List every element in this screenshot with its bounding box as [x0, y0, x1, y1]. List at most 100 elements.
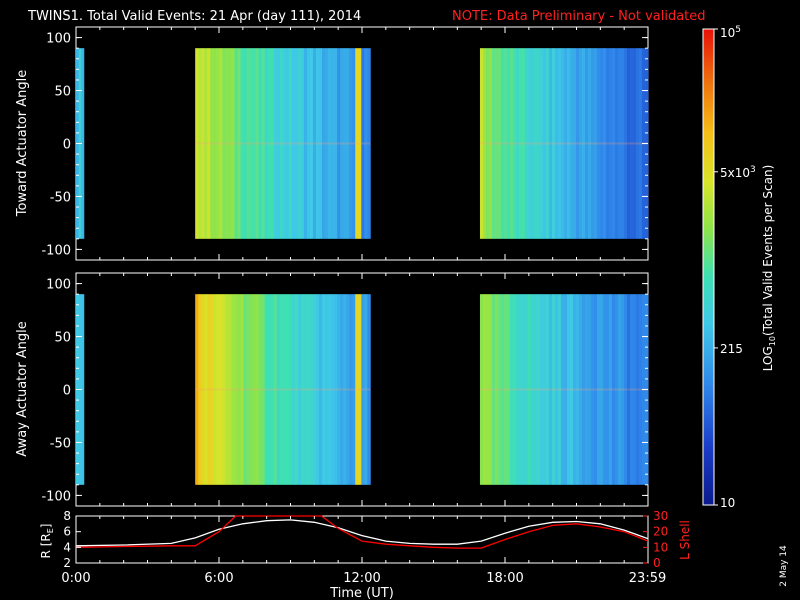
heatmap-column [216, 48, 220, 239]
heatmap-column [503, 48, 508, 239]
heatmap-column [494, 48, 499, 239]
heatmap-column [615, 294, 619, 485]
zero-angle-streak [195, 388, 371, 391]
heatmap-column [337, 48, 341, 239]
heatmap-column [636, 294, 640, 485]
heatmap-column [210, 48, 214, 239]
heatmap-column [578, 48, 583, 239]
heatmap-column [530, 48, 535, 239]
heatmap-column [361, 48, 365, 239]
orbit-left-ylabel: R [RE] [39, 524, 55, 559]
heatmap-column [328, 48, 332, 239]
heatmap-column [524, 294, 529, 485]
heatmap-column [297, 294, 302, 485]
colorbar-tick-label: 10 [720, 496, 735, 510]
heatmap-column [306, 294, 311, 485]
heatmap-column [255, 48, 259, 239]
heatmap-column [325, 294, 329, 485]
heatmap-column [500, 48, 505, 239]
heatmap-column [602, 48, 607, 239]
heatmap-column [488, 48, 493, 239]
heatmap-column [237, 294, 241, 485]
heatmap-column [243, 48, 247, 239]
heatmap-column [512, 294, 517, 485]
heatmap-column [624, 294, 628, 485]
heatmap-column [611, 294, 616, 485]
heatmap-column [228, 48, 232, 239]
heatmap-column [282, 48, 287, 239]
heatmap-column [367, 294, 371, 485]
toward-panel: 100 50 0 -50 -100 Toward Actuator Angle [15, 26, 649, 261]
heatmap-column [500, 294, 505, 485]
heatmap-column [270, 48, 275, 239]
heatmap-column [294, 48, 299, 239]
heatmap-column [633, 294, 637, 485]
heatmap-column [349, 294, 353, 485]
heatmap-column [572, 294, 577, 485]
heatmap-column [575, 48, 580, 239]
heatmap-column [201, 48, 205, 239]
heatmap-column [618, 48, 622, 239]
heatmap-column [548, 294, 553, 485]
heatmap-column [575, 294, 580, 485]
heatmap-column [497, 48, 502, 239]
heatmap-column [533, 294, 538, 485]
heatmap-column [355, 48, 359, 239]
heatmap-column [312, 48, 317, 239]
chart-title: TWINS1. Total Valid Events: 21 Apr (day … [27, 9, 361, 24]
right-tick-label: 0 [653, 556, 661, 570]
heatmap-column [479, 294, 484, 485]
heatmap-column [285, 48, 290, 239]
heatmap-column [566, 294, 571, 485]
orbit-right-ylabel: L Shell [678, 520, 692, 560]
heatmap-column [639, 48, 643, 239]
heatmap-column [331, 48, 335, 239]
heatmap-column [213, 294, 217, 485]
heatmap-column [608, 294, 613, 485]
heatmap-column [630, 294, 634, 485]
heatmap-column [279, 48, 284, 239]
x-tick-label: 23:59 [629, 571, 666, 586]
heatmap-column [240, 294, 244, 485]
right-tick-label: 10 [653, 540, 668, 554]
heatmap-column [587, 48, 592, 239]
heatmap-column [569, 48, 574, 239]
heatmap-column [542, 48, 547, 239]
heatmap-column [222, 48, 226, 239]
heatmap-column [231, 48, 235, 239]
heatmap-column [334, 294, 338, 485]
heatmap-column [264, 48, 269, 239]
heatmap-column [201, 294, 205, 485]
x-axis-label: Time (UT) [329, 586, 394, 600]
heatmap-column [596, 48, 601, 239]
left-tick-label: 6 [63, 525, 71, 539]
y-tick-label: -50 [50, 190, 71, 205]
heatmap-column [81, 294, 85, 485]
heatmap-column [358, 294, 362, 485]
x-tick-label: 0:00 [61, 571, 90, 586]
heatmap-column [291, 48, 296, 239]
heatmap-column [494, 294, 499, 485]
heatmap-column [506, 294, 511, 485]
heatmap-column [322, 294, 326, 485]
heatmap-column [557, 48, 562, 239]
heatmap-column [213, 48, 217, 239]
y-tick-label: 50 [54, 85, 71, 100]
heatmap-column [267, 48, 272, 239]
heatmap-column [518, 294, 523, 485]
heatmap-column [587, 294, 592, 485]
heatmap-column [627, 294, 631, 485]
x-tick-label: 12:00 [343, 571, 380, 586]
heatmap-column [282, 294, 287, 485]
heatmap-column [198, 294, 202, 485]
away-panel: 100 50 0 -50 -100 Away Actuator Angle [15, 272, 649, 507]
colorbar-gradient [702, 28, 715, 506]
heatmap-column [584, 48, 589, 239]
heatmap-column [639, 294, 643, 485]
heatmap-column [503, 294, 508, 485]
heatmap-column [261, 48, 266, 239]
l-shell-line [75, 515, 649, 549]
heatmap-column [482, 294, 487, 485]
